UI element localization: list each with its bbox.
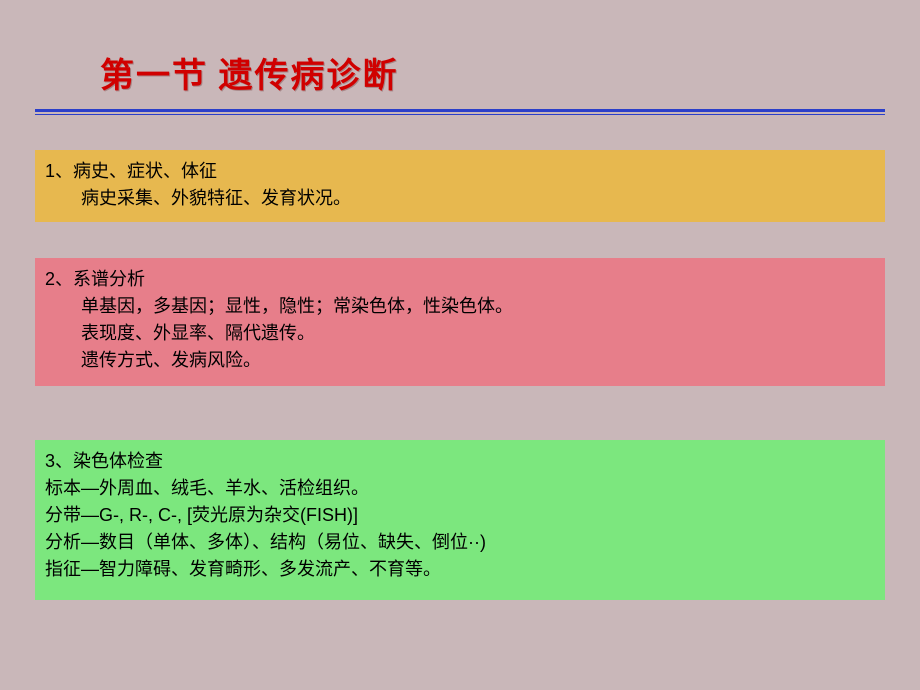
title-container: 第一节 遗传病诊断: [0, 0, 920, 97]
section3-line4: 指征—智力障碍、发育畸形、多发流产、不育等。: [45, 556, 875, 583]
section2-heading: 2、系谱分析: [45, 266, 875, 293]
title-divider: [35, 109, 885, 115]
section3-line1: 标本—外周血、绒毛、羊水、活检组织。: [45, 475, 875, 502]
section3-line3: 分析—数目（单体、多体）、结构（易位、缺失、倒位··): [45, 529, 875, 556]
section-history: 1、病史、症状、体征 病史采集、外貌特征、发育状况。: [35, 150, 885, 222]
section2-line3: 遗传方式、发病风险。: [45, 347, 875, 374]
section-pedigree: 2、系谱分析 单基因，多基因；显性，隐性；常染色体，性染色体。 表现度、外显率、…: [35, 258, 885, 386]
page-title: 第一节 遗传病诊断: [100, 48, 920, 97]
section-chromosome: 3、染色体检查 标本—外周血、绒毛、羊水、活检组织。 分带—G-, R-, C-…: [35, 440, 885, 600]
section3-line2: 分带—G-, R-, C-, [荧光原为杂交(FISH)]: [45, 502, 875, 529]
section2-line1: 单基因，多基因；显性，隐性；常染色体，性染色体。: [45, 293, 875, 320]
section2-line2: 表现度、外显率、隔代遗传。: [45, 320, 875, 347]
section1-heading: 1、病史、症状、体征: [45, 158, 875, 185]
section3-heading: 3、染色体检查: [45, 448, 875, 475]
section1-line1: 病史采集、外貌特征、发育状况。: [45, 185, 875, 212]
